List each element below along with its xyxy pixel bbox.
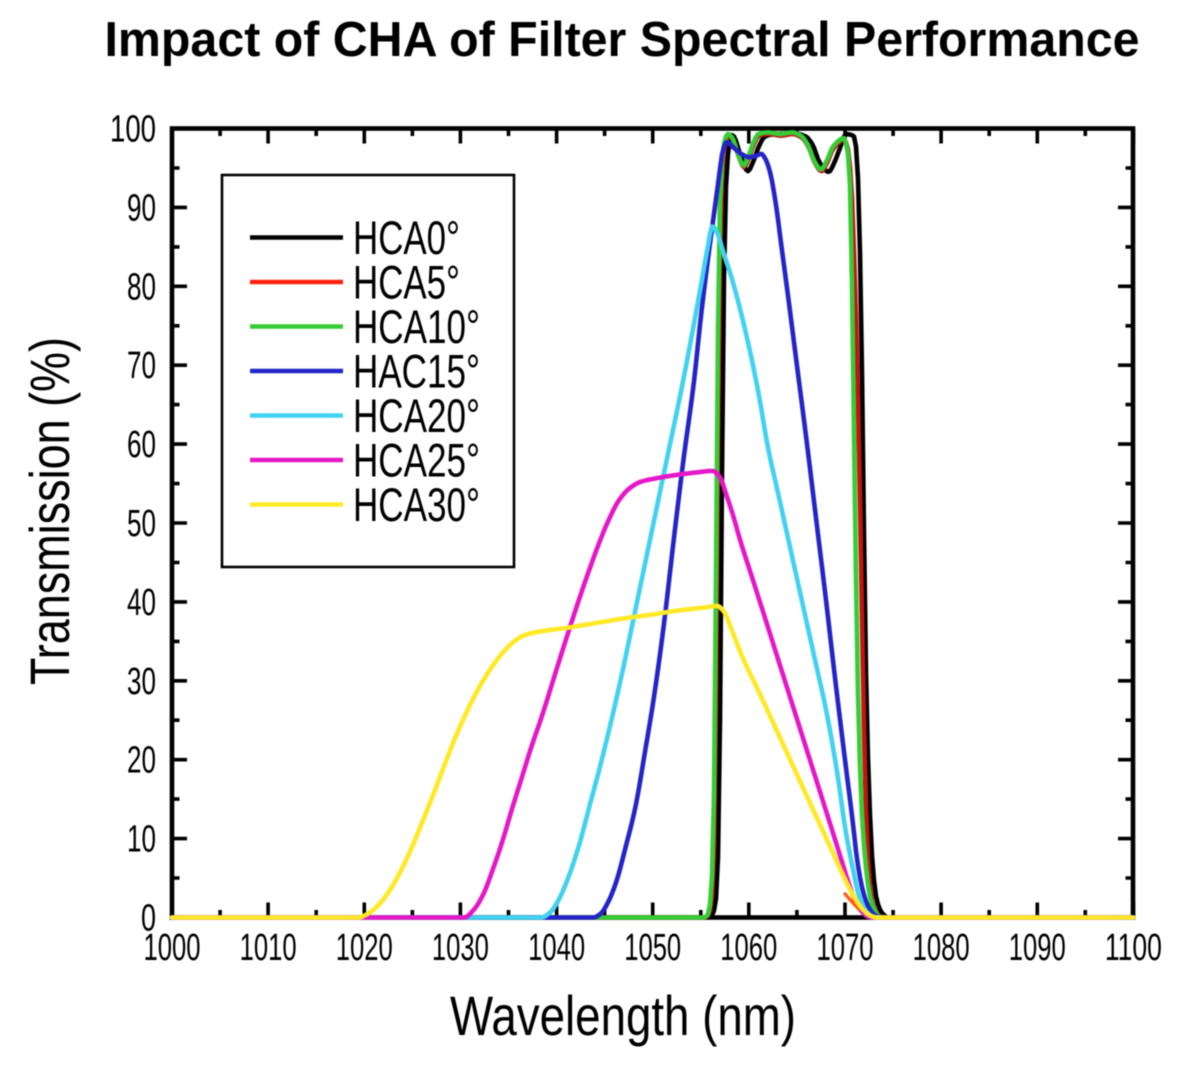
svg-text:Transmission (%): Transmission (%): [18, 337, 81, 685]
svg-text:Wavelength (nm): Wavelength (nm): [450, 984, 796, 1047]
svg-text:80: 80: [127, 266, 156, 308]
svg-text:1030: 1030: [432, 927, 489, 969]
svg-text:1040: 1040: [528, 927, 585, 969]
svg-text:50: 50: [127, 503, 156, 545]
svg-text:70: 70: [127, 345, 156, 387]
svg-text:1020: 1020: [336, 927, 393, 969]
svg-text:100: 100: [110, 109, 156, 151]
svg-text:1060: 1060: [720, 927, 777, 969]
svg-text:40: 40: [127, 582, 156, 624]
svg-text:1100: 1100: [1105, 927, 1162, 969]
svg-text:60: 60: [127, 424, 156, 466]
svg-text:Impact of CHA of Filter Spectr: Impact of CHA of Filter Spectral Perform…: [105, 13, 1140, 67]
svg-text:1080: 1080: [913, 927, 970, 969]
svg-text:HCA25°: HCA25°: [353, 434, 480, 487]
svg-text:HAC15°: HAC15°: [353, 345, 480, 398]
svg-text:HCA10°: HCA10°: [353, 300, 480, 353]
svg-text:HCA20°: HCA20°: [353, 389, 480, 442]
svg-text:HCA5°: HCA5°: [353, 256, 460, 309]
svg-text:10: 10: [127, 819, 156, 861]
svg-text:0: 0: [141, 898, 156, 940]
svg-text:HCA0°: HCA0°: [353, 211, 460, 264]
svg-text:1000: 1000: [144, 927, 201, 969]
svg-text:1050: 1050: [624, 927, 681, 969]
svg-text:1090: 1090: [1009, 927, 1066, 969]
svg-text:1010: 1010: [240, 927, 297, 969]
svg-text:20: 20: [127, 740, 156, 782]
svg-text:90: 90: [127, 187, 156, 229]
svg-text:1070: 1070: [817, 927, 874, 969]
svg-text:30: 30: [127, 661, 156, 703]
svg-text:HCA30°: HCA30°: [353, 478, 480, 531]
